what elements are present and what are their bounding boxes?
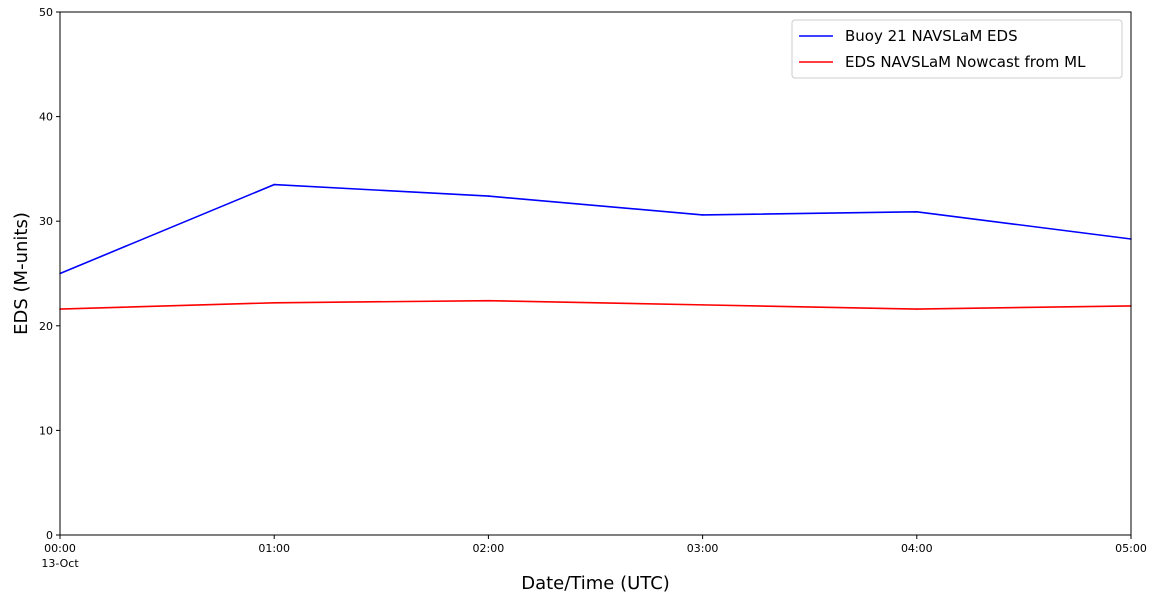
x-tick-label: 02:00 — [473, 542, 505, 555]
x-tick-label: 04:00 — [901, 542, 933, 555]
y-tick-label: 40 — [39, 111, 53, 124]
data-point — [701, 304, 704, 306]
y-axis-ticks: 0 10 20 30 40 50 — [39, 6, 60, 542]
x-tick-label: 00:00 — [44, 542, 76, 555]
data-point — [487, 299, 490, 302]
legend: Buoy 21 NAVSLaM EDS EDS NAVSLaM Nowcast f… — [791, 19, 1123, 79]
x-tick-label: 03:00 — [687, 542, 719, 555]
y-tick-label: 0 — [46, 529, 53, 542]
x-axis-label: Date/Time (UTC) — [521, 573, 670, 594]
y-tick-label: 50 — [39, 6, 53, 19]
y-tick-label: 30 — [39, 215, 53, 228]
y-axis-label: EDS (M-units) — [11, 212, 32, 335]
series-line-1 — [59, 299, 1132, 310]
plot-frame — [59, 11, 1132, 536]
data-point — [273, 183, 276, 186]
data-point — [916, 210, 918, 213]
legend-label: EDS NAVSLaM Nowcast from ML — [845, 53, 1086, 71]
data-point — [273, 301, 276, 304]
x-tick-label: 05:00 — [1115, 542, 1147, 555]
x-axis-ticks: 00:00 01:00 02:00 03:00 04:00 05:00 13-Oct — [41, 535, 1147, 570]
x-date-sublabel: 13-Oct — [41, 557, 79, 570]
data-point — [701, 214, 704, 216]
legend-label: Buoy 21 NAVSLaM EDS — [845, 27, 1018, 45]
series-line-0 — [59, 183, 1132, 275]
y-tick-label: 20 — [39, 320, 53, 333]
legend-box — [791, 19, 1123, 79]
series-lines — [59, 183, 1132, 310]
y-tick-label: 10 — [39, 424, 53, 437]
data-point — [487, 195, 490, 197]
x-tick-label: 01:00 — [258, 542, 290, 555]
data-point — [916, 308, 918, 310]
